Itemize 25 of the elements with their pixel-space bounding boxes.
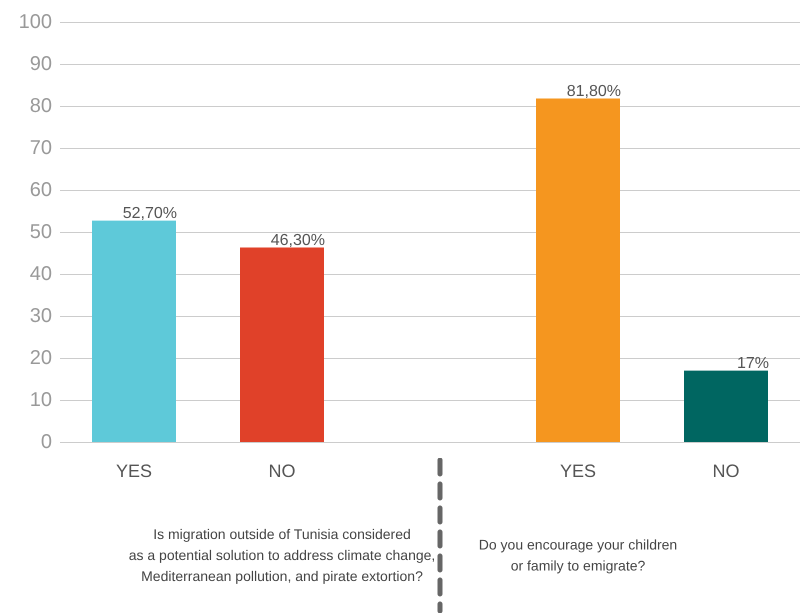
x-tick-label: YES (116, 461, 152, 481)
y-tick-label: 90 (30, 53, 52, 75)
y-tick-label: 20 (30, 347, 52, 369)
bar (92, 220, 176, 442)
y-tick-label: 80 (30, 95, 52, 117)
data-label: 52,70% (122, 205, 177, 222)
bar (240, 248, 324, 442)
y-tick-label: 30 (30, 305, 52, 327)
x-tick-label: YES (560, 461, 596, 481)
bar (684, 370, 768, 442)
text: Is migration outside of Tunisia considered as a potential solution to address climate change, Mediterranean pollution, and pirate extortion? (128, 526, 436, 584)
text: Do you encourage your children or family to emigrate? (478, 536, 678, 574)
bar (536, 98, 620, 442)
y-tick-label: 70 (30, 137, 52, 159)
data-label: 46,30% (270, 232, 325, 250)
data-label: 81,80% (566, 82, 621, 100)
y-tick-label: 40 (30, 263, 52, 285)
y-tick-label: 10 (30, 389, 52, 411)
y-tick-label: 0 (40, 431, 52, 453)
y-tick-label: 100 (18, 11, 52, 33)
x-tick-label: NO (712, 461, 740, 481)
y-tick-label: 50 (30, 221, 52, 243)
x-tick-label: NO (268, 461, 296, 481)
data-label: 17% (736, 355, 769, 372)
y-tick-label: 60 (30, 179, 52, 201)
